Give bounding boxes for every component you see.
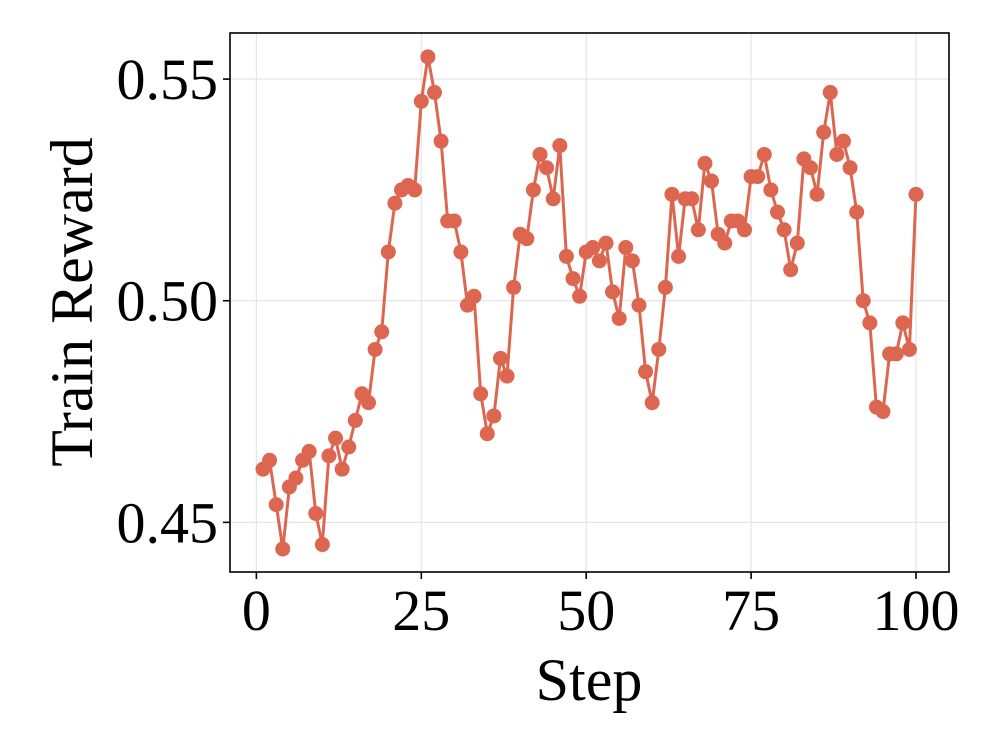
data-point [895,315,911,331]
grid [230,33,949,572]
data-point [671,248,687,264]
data-point [591,253,607,269]
data-point [426,84,442,100]
data-point [545,191,561,207]
data-point [651,341,667,357]
data-point [433,133,449,149]
data-point [769,204,785,220]
data-point [776,222,792,238]
data-point [875,404,891,420]
data-point [334,461,350,477]
data-point [855,293,871,309]
x-tick-label: 50 [557,578,615,643]
data-point [288,470,304,486]
data-point [605,284,621,300]
data-point [347,412,363,428]
data-point [717,235,733,251]
y-axis-label: Train Reward [39,137,105,466]
plot-frame [229,32,950,573]
data-point [664,186,680,202]
x-tick-label: 75 [722,578,780,643]
data-point [657,279,673,295]
data-point [558,248,574,264]
data-point [552,138,568,154]
data-point [842,160,858,176]
data-point [737,222,753,238]
data-point [822,84,838,100]
data-point [690,222,706,238]
data-point [901,341,917,357]
data-point [783,262,799,278]
data-point [367,341,383,357]
data-point [638,364,654,380]
x-tick-label: 100 [873,578,960,643]
data-point [361,395,377,411]
data-point [466,288,482,304]
data-point [506,279,522,295]
data-point [631,297,647,313]
data-point [585,240,601,256]
data-point [763,182,779,198]
data-point [420,49,436,65]
data-point [479,426,495,442]
data-point [321,448,337,464]
data-point [308,505,324,521]
y-tick-label: 0.55 [117,47,219,112]
data-point [532,146,548,162]
data-point [519,231,535,247]
data-point [750,169,766,185]
data-point [446,213,462,229]
data-point [301,443,317,459]
data-point [275,541,291,557]
y-tick-label: 0.45 [117,490,219,555]
data-point [835,133,851,149]
data-point [572,288,588,304]
data-point [407,182,423,198]
data-point [328,430,344,446]
data-point [314,537,330,553]
data-point [908,186,924,202]
data-point [802,160,818,176]
data-point [862,315,878,331]
y-tick-label: 0.50 [117,269,219,334]
series-train-reward [255,49,924,557]
data-point [598,235,614,251]
data-point [611,310,627,326]
x-axis-label: Step [536,647,643,713]
data-point [756,146,772,162]
data-point [262,452,278,468]
data-point [644,395,660,411]
data-point [618,240,634,256]
data-point [341,439,357,455]
data-point [565,271,581,287]
data-point [697,155,713,171]
data-point [684,191,700,207]
data-point [849,204,865,220]
data-point [809,186,825,202]
data-point [525,182,541,198]
data-point [380,244,396,260]
data-point [413,93,429,109]
data-point [453,244,469,260]
data-point [473,386,489,402]
data-point [888,346,904,362]
data-point [539,160,555,176]
data-point [374,324,390,340]
data-point [624,253,640,269]
data-point [486,408,502,424]
data-point [268,497,284,513]
data-point [492,350,508,366]
axis-ticks: 0 25 50 75 100 0.45 0.50 0.55 [117,47,960,643]
data-point [829,146,845,162]
data-point [704,173,720,189]
data-point [499,368,515,384]
x-tick-label: 25 [392,578,450,643]
data-point [816,124,832,140]
data-point [789,235,805,251]
data-point [387,195,403,211]
x-tick-label: 0 [242,578,271,643]
